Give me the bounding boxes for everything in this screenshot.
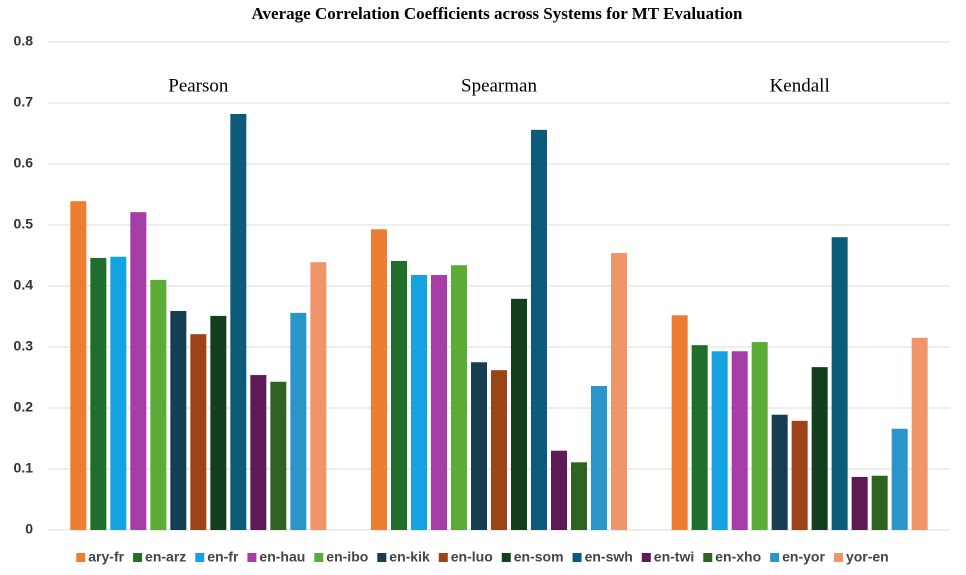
bar [90, 257, 107, 530]
bar [911, 337, 928, 530]
bar [511, 298, 527, 530]
legend-label: en-hau [259, 549, 305, 565]
legend-label: en-fr [207, 549, 239, 565]
category-label: Kendall [770, 75, 830, 96]
bar [691, 345, 708, 530]
y-tick-label: 0.7 [14, 94, 34, 110]
bar [771, 414, 788, 530]
legend-label: en-xho [715, 549, 761, 565]
legend-label: en-yor [782, 549, 825, 565]
legend-swatch [572, 553, 582, 562]
bar [210, 315, 227, 530]
y-tick-label: 0 [25, 521, 33, 537]
bar [871, 475, 888, 530]
y-tick-label: 0.4 [14, 277, 34, 293]
bar [371, 229, 387, 530]
bar [170, 311, 187, 530]
legend-swatch [76, 553, 86, 562]
y-tick-label: 0.8 [14, 33, 34, 49]
legend-label: en-luo [451, 549, 493, 565]
bar [811, 367, 828, 530]
bar [451, 265, 467, 530]
bar [551, 450, 567, 530]
bar [70, 201, 87, 530]
bar [310, 262, 327, 530]
category-label: Pearson [168, 75, 229, 96]
bar [851, 476, 868, 530]
bar [891, 428, 908, 530]
legend-swatch [770, 553, 780, 562]
legend-label: en-som [514, 549, 564, 565]
bar [611, 253, 627, 530]
bar [751, 342, 768, 530]
category-label: Spearman [461, 75, 537, 96]
bar [471, 362, 487, 530]
legend-swatch [195, 553, 205, 562]
legend-swatch [703, 553, 713, 562]
bar [190, 334, 207, 530]
y-tick-label: 0.6 [14, 155, 34, 171]
legend-swatch [377, 553, 387, 562]
legend-label: en-ibo [326, 549, 368, 565]
legend-swatch [641, 553, 651, 562]
bar [250, 375, 267, 530]
legend-swatch [833, 553, 843, 562]
legend-swatch [314, 553, 324, 562]
bar [831, 237, 848, 530]
bar [110, 256, 127, 530]
bar [230, 113, 247, 530]
legend-label: en-kik [389, 549, 430, 565]
legend: ary-fr en-arz en-fr en-hau en-ibo en-kik en-lu… [76, 549, 889, 565]
legend-label: ary-fr [88, 549, 124, 565]
bar [711, 351, 728, 530]
legend-swatch [247, 553, 257, 562]
y-tick-label: 0.1 [14, 460, 34, 476]
bar [491, 370, 507, 530]
y-tick-label: 0.2 [14, 399, 34, 415]
bar [150, 279, 167, 530]
y-tick-label: 0.5 [14, 216, 34, 232]
bar [130, 212, 147, 530]
bar [791, 420, 808, 530]
bar [671, 315, 688, 530]
legend-swatch [438, 553, 448, 562]
bar [431, 275, 447, 530]
bar [591, 386, 607, 530]
bar [411, 275, 427, 530]
legend-label: en-swh [585, 549, 633, 565]
bar [531, 129, 547, 530]
bar [391, 260, 407, 530]
legend-label: yor-en [846, 549, 889, 565]
bar [290, 312, 307, 530]
bar [731, 351, 748, 530]
chart-title: Average Correlation Coefficients across … [252, 4, 743, 23]
bar [571, 462, 587, 530]
bar [270, 381, 287, 530]
legend-swatch [501, 553, 511, 562]
y-tick-label: 0.3 [14, 338, 34, 354]
legend-label: en-arz [145, 549, 186, 565]
legend-label: en-twi [654, 549, 694, 565]
legend-swatch [133, 553, 143, 562]
